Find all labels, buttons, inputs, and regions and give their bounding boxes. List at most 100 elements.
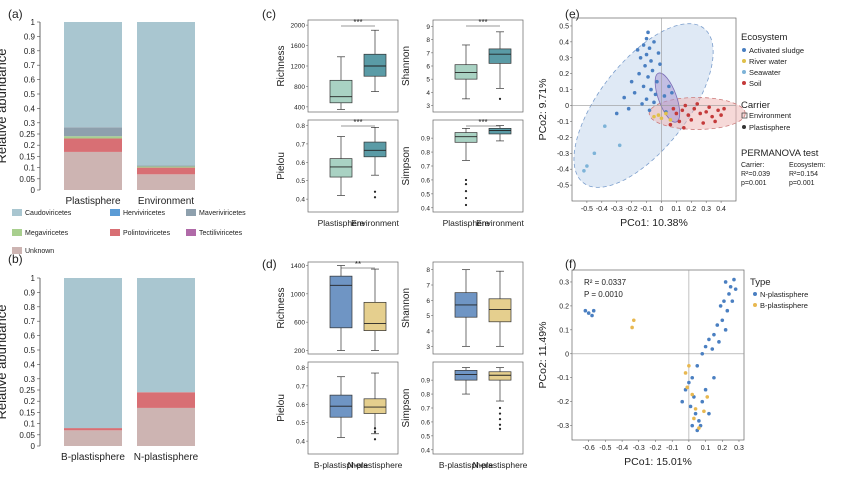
y-tick-label: 0.25 — [19, 130, 35, 139]
point-n-plastisphere — [720, 318, 725, 323]
point-river-water — [656, 113, 661, 117]
point-soil — [677, 119, 682, 124]
y-tick-label: 0.9 — [421, 136, 430, 143]
y-tick-label: 0 — [565, 103, 569, 110]
point-activated-sludge — [646, 30, 650, 35]
point-b-plastisphere — [697, 426, 701, 430]
legend-swatch — [110, 209, 120, 216]
permanova-carrier-r2: R²=0.039 — [741, 171, 770, 178]
bar-polintoviricetes — [137, 392, 195, 408]
point-soil — [707, 105, 711, 109]
y-tick-label: 0.4 — [296, 197, 305, 204]
chart-d: 200 600 1000 1400 Richness ** 3 4 5 6 7 8 Shannon 0.4… — [276, 260, 528, 470]
x-tick-label: 0 — [660, 206, 664, 213]
y-tick-label: 5 — [426, 313, 430, 320]
point-n-plastisphere — [710, 347, 715, 351]
y-axis-label: PCo2: 9.71% — [537, 79, 549, 141]
point-n-plastisphere — [688, 404, 693, 409]
subplot-pielou: 0.4 0.5 0.6 0.7 0.8 Pielou — [276, 361, 399, 455]
x-tick-label: -0.1 — [641, 206, 653, 213]
point-activated-sludge — [632, 90, 637, 95]
bar-maveriviricetes — [64, 127, 122, 137]
x-tick-label: 0.1 — [671, 206, 681, 213]
panel-label-c: (c) — [262, 7, 276, 21]
point-n-plastisphere — [732, 277, 736, 282]
point-seawater — [585, 164, 589, 168]
legend-label: N-plastisphere — [760, 290, 808, 299]
significance-label: *** — [478, 18, 487, 27]
y-tick-label: 0.4 — [421, 205, 430, 212]
box — [329, 275, 353, 329]
y-tick-label: 0.2 — [24, 397, 36, 406]
y-axis-label: Relative abundance — [0, 305, 9, 420]
y-tick-label: 0.6 — [296, 402, 305, 409]
point-activated-sludge — [649, 59, 653, 63]
point-soil — [668, 122, 673, 127]
subplot-simpson: 0.4 0.5 0.6 0.7 0.8 0.9 Simpson *** — [401, 118, 524, 213]
y-tick-label: 0.25 — [19, 386, 35, 395]
panel-label-b: (b) — [8, 252, 23, 266]
outlier-point — [464, 189, 468, 193]
y-tick-label: 0.5 — [24, 346, 36, 355]
point-n-plastisphere — [693, 411, 698, 416]
box — [454, 370, 478, 381]
point-n-plastisphere — [715, 323, 720, 327]
x-tick-label: 0.2 — [686, 206, 696, 213]
y-tick-label: 0.5 — [421, 433, 430, 440]
y-tick-label: 8 — [426, 267, 430, 274]
point-soil — [710, 114, 714, 119]
y-tick-label: 800 — [294, 84, 305, 91]
point-river-water — [664, 111, 668, 116]
box — [329, 158, 353, 178]
y-tick-label: 0.6 — [421, 177, 430, 184]
legend-title: Ecosystem — [741, 32, 788, 43]
subplot-richness: 200 600 1000 1400 Richness ** — [276, 260, 399, 355]
x-tick-label: 0.4 — [716, 206, 726, 213]
y-tick-label: 0.15 — [19, 152, 35, 161]
y-tick-label: 0.8 — [421, 150, 430, 157]
legend-marker — [742, 81, 746, 85]
box — [363, 141, 387, 158]
outlier-point — [464, 178, 468, 182]
point-n-plastisphere — [707, 337, 711, 342]
y-axis-label: Shannon — [401, 46, 412, 86]
bar-unknown — [137, 174, 195, 190]
legend-label: Herviviricetes — [123, 210, 166, 217]
point-activated-sludge — [629, 79, 634, 84]
bar-caudoviricetes — [137, 278, 195, 393]
point-n-plastisphere — [695, 363, 700, 368]
box — [363, 301, 387, 331]
point-n-plastisphere — [733, 287, 738, 291]
y-tick-label: 0 — [565, 351, 569, 358]
point-activated-sludge — [670, 90, 674, 95]
y-tick-label: 0.5 — [296, 178, 305, 185]
legend-label: Caudoviricetes — [25, 210, 72, 217]
point-soil — [689, 118, 694, 122]
point-activated-sludge — [647, 46, 652, 51]
permanova-ecosystem-label: Ecosystem: — [789, 162, 825, 169]
legend-marker — [753, 292, 757, 296]
legend-label: Activated sludge — [749, 46, 804, 55]
x-tick-label: -0.4 — [596, 206, 608, 213]
point-b-plastisphere — [705, 395, 710, 399]
point-n-plastisphere — [727, 292, 731, 296]
y-axis-label: Richness — [276, 287, 287, 328]
y-tick-label: -0.2 — [557, 399, 569, 406]
x-category-label: N-plastisphere — [473, 460, 528, 470]
y-tick-label: 0.8 — [296, 123, 305, 130]
x-tick-label: 0.3 — [701, 206, 711, 213]
point-soil — [722, 106, 726, 111]
legend-swatch — [12, 247, 22, 254]
y-tick-label: -0.2 — [557, 135, 569, 142]
plot-frame — [307, 261, 399, 355]
y-tick-label: 0.3 — [24, 375, 36, 384]
chart-c: 400 800 1200 1600 2000 Richness *** 3 4 5 6 7 8 9 Shan… — [276, 18, 524, 228]
y-axis-label: Richness — [276, 45, 287, 86]
y-tick-label: -0.5 — [557, 183, 569, 190]
point-n-plastisphere — [712, 375, 716, 380]
point-activated-sludge — [626, 106, 631, 111]
x-category-label: B-plastisphere — [61, 452, 125, 463]
x-tick-label: -0.5 — [581, 206, 593, 213]
outlier-point — [373, 190, 377, 193]
point-n-plastisphere — [722, 299, 726, 303]
